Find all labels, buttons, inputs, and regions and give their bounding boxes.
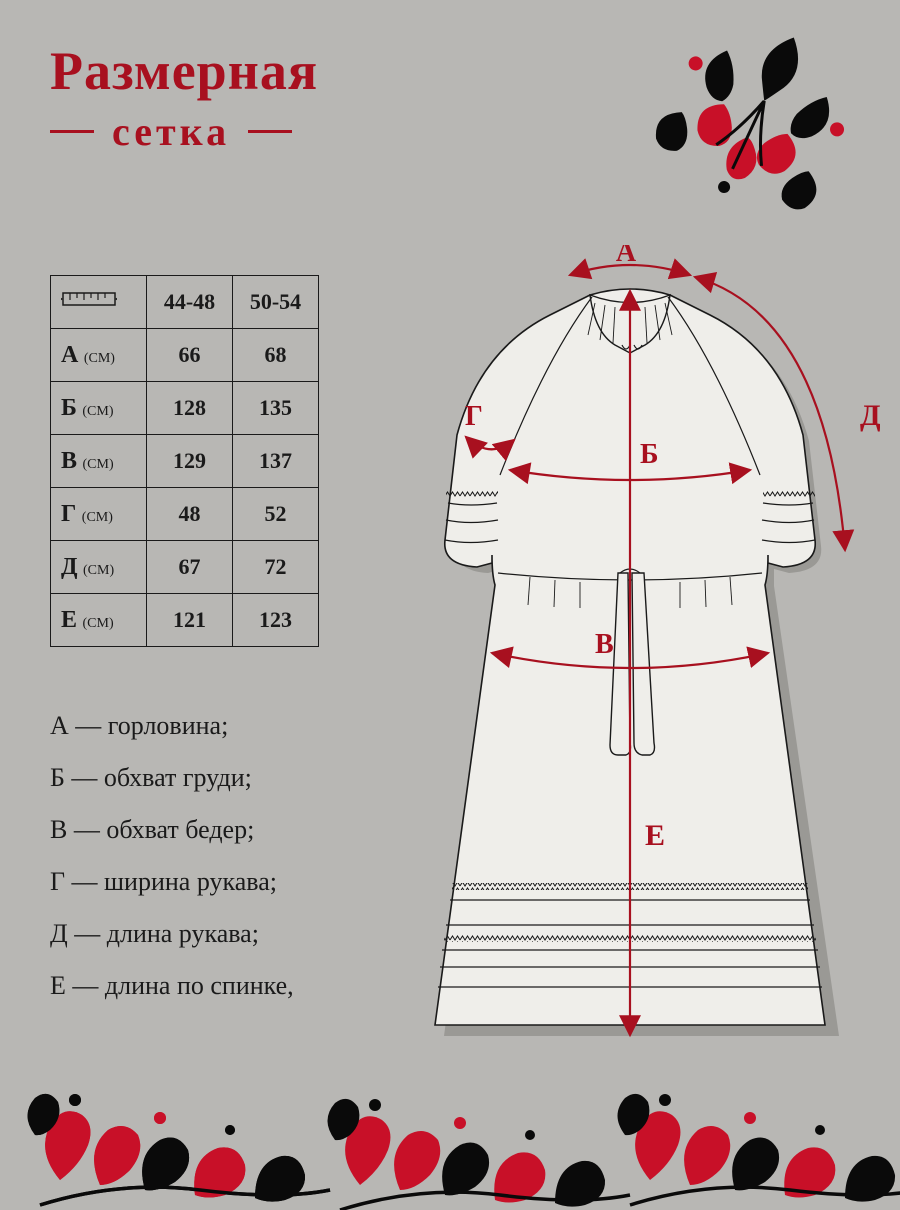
table-cell: 135 — [233, 382, 319, 435]
ruler-icon — [61, 287, 117, 311]
title: Размерная сетка — [50, 40, 318, 155]
label-G: Г — [465, 401, 483, 432]
table-cell: 121 — [147, 594, 233, 647]
row-letter: Е — [61, 607, 77, 633]
row-letter: Б — [61, 395, 77, 421]
row-unit: (СМ) — [82, 404, 113, 419]
row-unit: (СМ) — [83, 616, 114, 631]
table-cell: 66 — [147, 329, 233, 382]
table-row: Г (СМ) 48 52 — [51, 488, 319, 541]
table-cell: 48 — [147, 488, 233, 541]
legend-item: А — горловина; — [50, 700, 294, 752]
table-row: Е (СМ) 121 123 — [51, 594, 319, 647]
legend-item: В — обхват бедер; — [50, 804, 294, 856]
table-cell: 137 — [233, 435, 319, 488]
legend-item: Г — ширина рукава; — [50, 856, 294, 908]
row-letter: Д — [61, 554, 78, 580]
row-letter: А — [61, 342, 78, 368]
row-unit: (СМ) — [84, 351, 115, 366]
label-B: Б — [640, 439, 659, 470]
label-E: Е — [645, 819, 665, 852]
floral-ornament-top — [610, 0, 900, 250]
title-line2: сетка — [112, 108, 230, 155]
table-cell: 129 — [147, 435, 233, 488]
row-unit: (СМ) — [83, 563, 114, 578]
row-unit: (СМ) — [83, 457, 114, 472]
title-dash-right — [248, 130, 292, 133]
table-header-row: 44-48 50-54 — [51, 276, 319, 329]
legend-item: Е — длина по спинке, — [50, 960, 294, 1012]
table-cell: 72 — [233, 541, 319, 594]
size-table: 44-48 50-54 А (СМ) 66 68 Б (СМ) 128 135 … — [50, 275, 319, 647]
legend: А — горловина; Б — обхват груди; В — обх… — [50, 700, 294, 1012]
legend-item: Б — обхват груди; — [50, 752, 294, 804]
label-A: А — [616, 245, 637, 268]
table-row: А (СМ) 66 68 — [51, 329, 319, 382]
legend-item: Д — длина рукава; — [50, 908, 294, 960]
label-D: Д — [860, 399, 880, 432]
row-letter: В — [61, 448, 77, 474]
table-cell: 123 — [233, 594, 319, 647]
row-unit: (СМ) — [82, 510, 113, 525]
row-letter: Г — [61, 501, 76, 527]
title-line1: Размерная — [50, 40, 318, 102]
table-cell: 128 — [147, 382, 233, 435]
col-header-1: 50-54 — [233, 276, 319, 329]
table-row: Д (СМ) 67 72 — [51, 541, 319, 594]
table-cell: 67 — [147, 541, 233, 594]
table-row: Б (СМ) 128 135 — [51, 382, 319, 435]
title-dash-left — [50, 130, 94, 133]
dress-diagram: А Д Г Б В Е — [370, 245, 880, 1085]
table-row: В (СМ) 129 137 — [51, 435, 319, 488]
label-V: В — [595, 629, 614, 660]
table-cell: 52 — [233, 488, 319, 541]
ruler-icon-cell — [51, 276, 147, 329]
floral-ornament-bottom — [0, 1030, 900, 1210]
col-header-0: 44-48 — [147, 276, 233, 329]
table-cell: 68 — [233, 329, 319, 382]
